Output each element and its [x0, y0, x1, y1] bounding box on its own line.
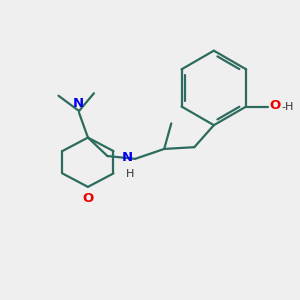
Text: -H: -H — [282, 102, 294, 112]
Text: H: H — [126, 169, 135, 179]
Text: O: O — [269, 99, 281, 112]
Text: N: N — [122, 151, 133, 164]
Text: N: N — [73, 97, 84, 110]
Text: O: O — [82, 192, 94, 205]
